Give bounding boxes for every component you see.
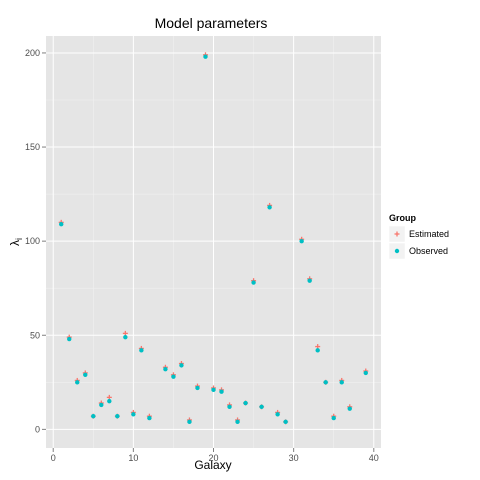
observed-point [235,420,239,424]
y-axis-title: λi [8,238,24,246]
observed-point [195,386,199,390]
observed-point [315,348,319,352]
observed-point [332,416,336,420]
chart-title: Model parameters [155,15,268,31]
y-tick-label: 50 [30,330,40,340]
observed-point [139,348,143,352]
observed-point [179,363,183,367]
y-axis-subscript: i [14,238,24,240]
observed-point [324,380,328,384]
y-tick-label: 100 [25,236,40,246]
legend: Group Estimated Observed [389,213,449,259]
observed-point [99,403,103,407]
observed-point [307,278,311,282]
observed-point [227,405,231,409]
observed-point [348,406,352,410]
observed-point [75,380,79,384]
observed-point [243,401,247,405]
observed-point [219,390,223,394]
x-axis-title: Galaxy [194,458,231,472]
observed-point [251,280,255,284]
x-tick-label: 30 [289,453,299,463]
x-tick-label: 0 [51,453,56,463]
observed-point [364,371,368,375]
observed-point [67,337,71,341]
observed-point [91,414,95,418]
observed-point [275,412,279,416]
y-axis-ticks: 0 50 100 150 200 [25,48,46,434]
observed-point [211,388,215,392]
observed-point [340,380,344,384]
observed-point [267,205,271,209]
observed-point [59,222,63,226]
observed-point [131,412,135,416]
observed-point [123,335,127,339]
observed-point [107,399,111,403]
legend-entries: Estimated Observed [389,226,449,259]
observed-point [147,416,151,420]
observed-point [171,374,175,378]
legend-label: Observed [409,246,448,256]
legend-marker [395,249,399,253]
observed-point [203,55,207,59]
observed-point [187,420,191,424]
y-tick-label: 150 [25,142,40,152]
observed-point [259,405,263,409]
legend-title: Group [389,213,416,223]
observed-point [283,420,287,424]
observed-point [299,239,303,243]
y-tick-label: 0 [35,424,40,434]
legend-entry-estimated: Estimated [389,226,449,242]
x-tick-label: 40 [369,453,379,463]
x-tick-label: 10 [128,453,138,463]
observed-point [115,414,119,418]
observed-point [163,367,167,371]
y-tick-label: 200 [25,48,40,58]
observed-point [83,373,87,377]
legend-entry-observed: Observed [389,243,448,259]
legend-label: Estimated [409,229,449,239]
